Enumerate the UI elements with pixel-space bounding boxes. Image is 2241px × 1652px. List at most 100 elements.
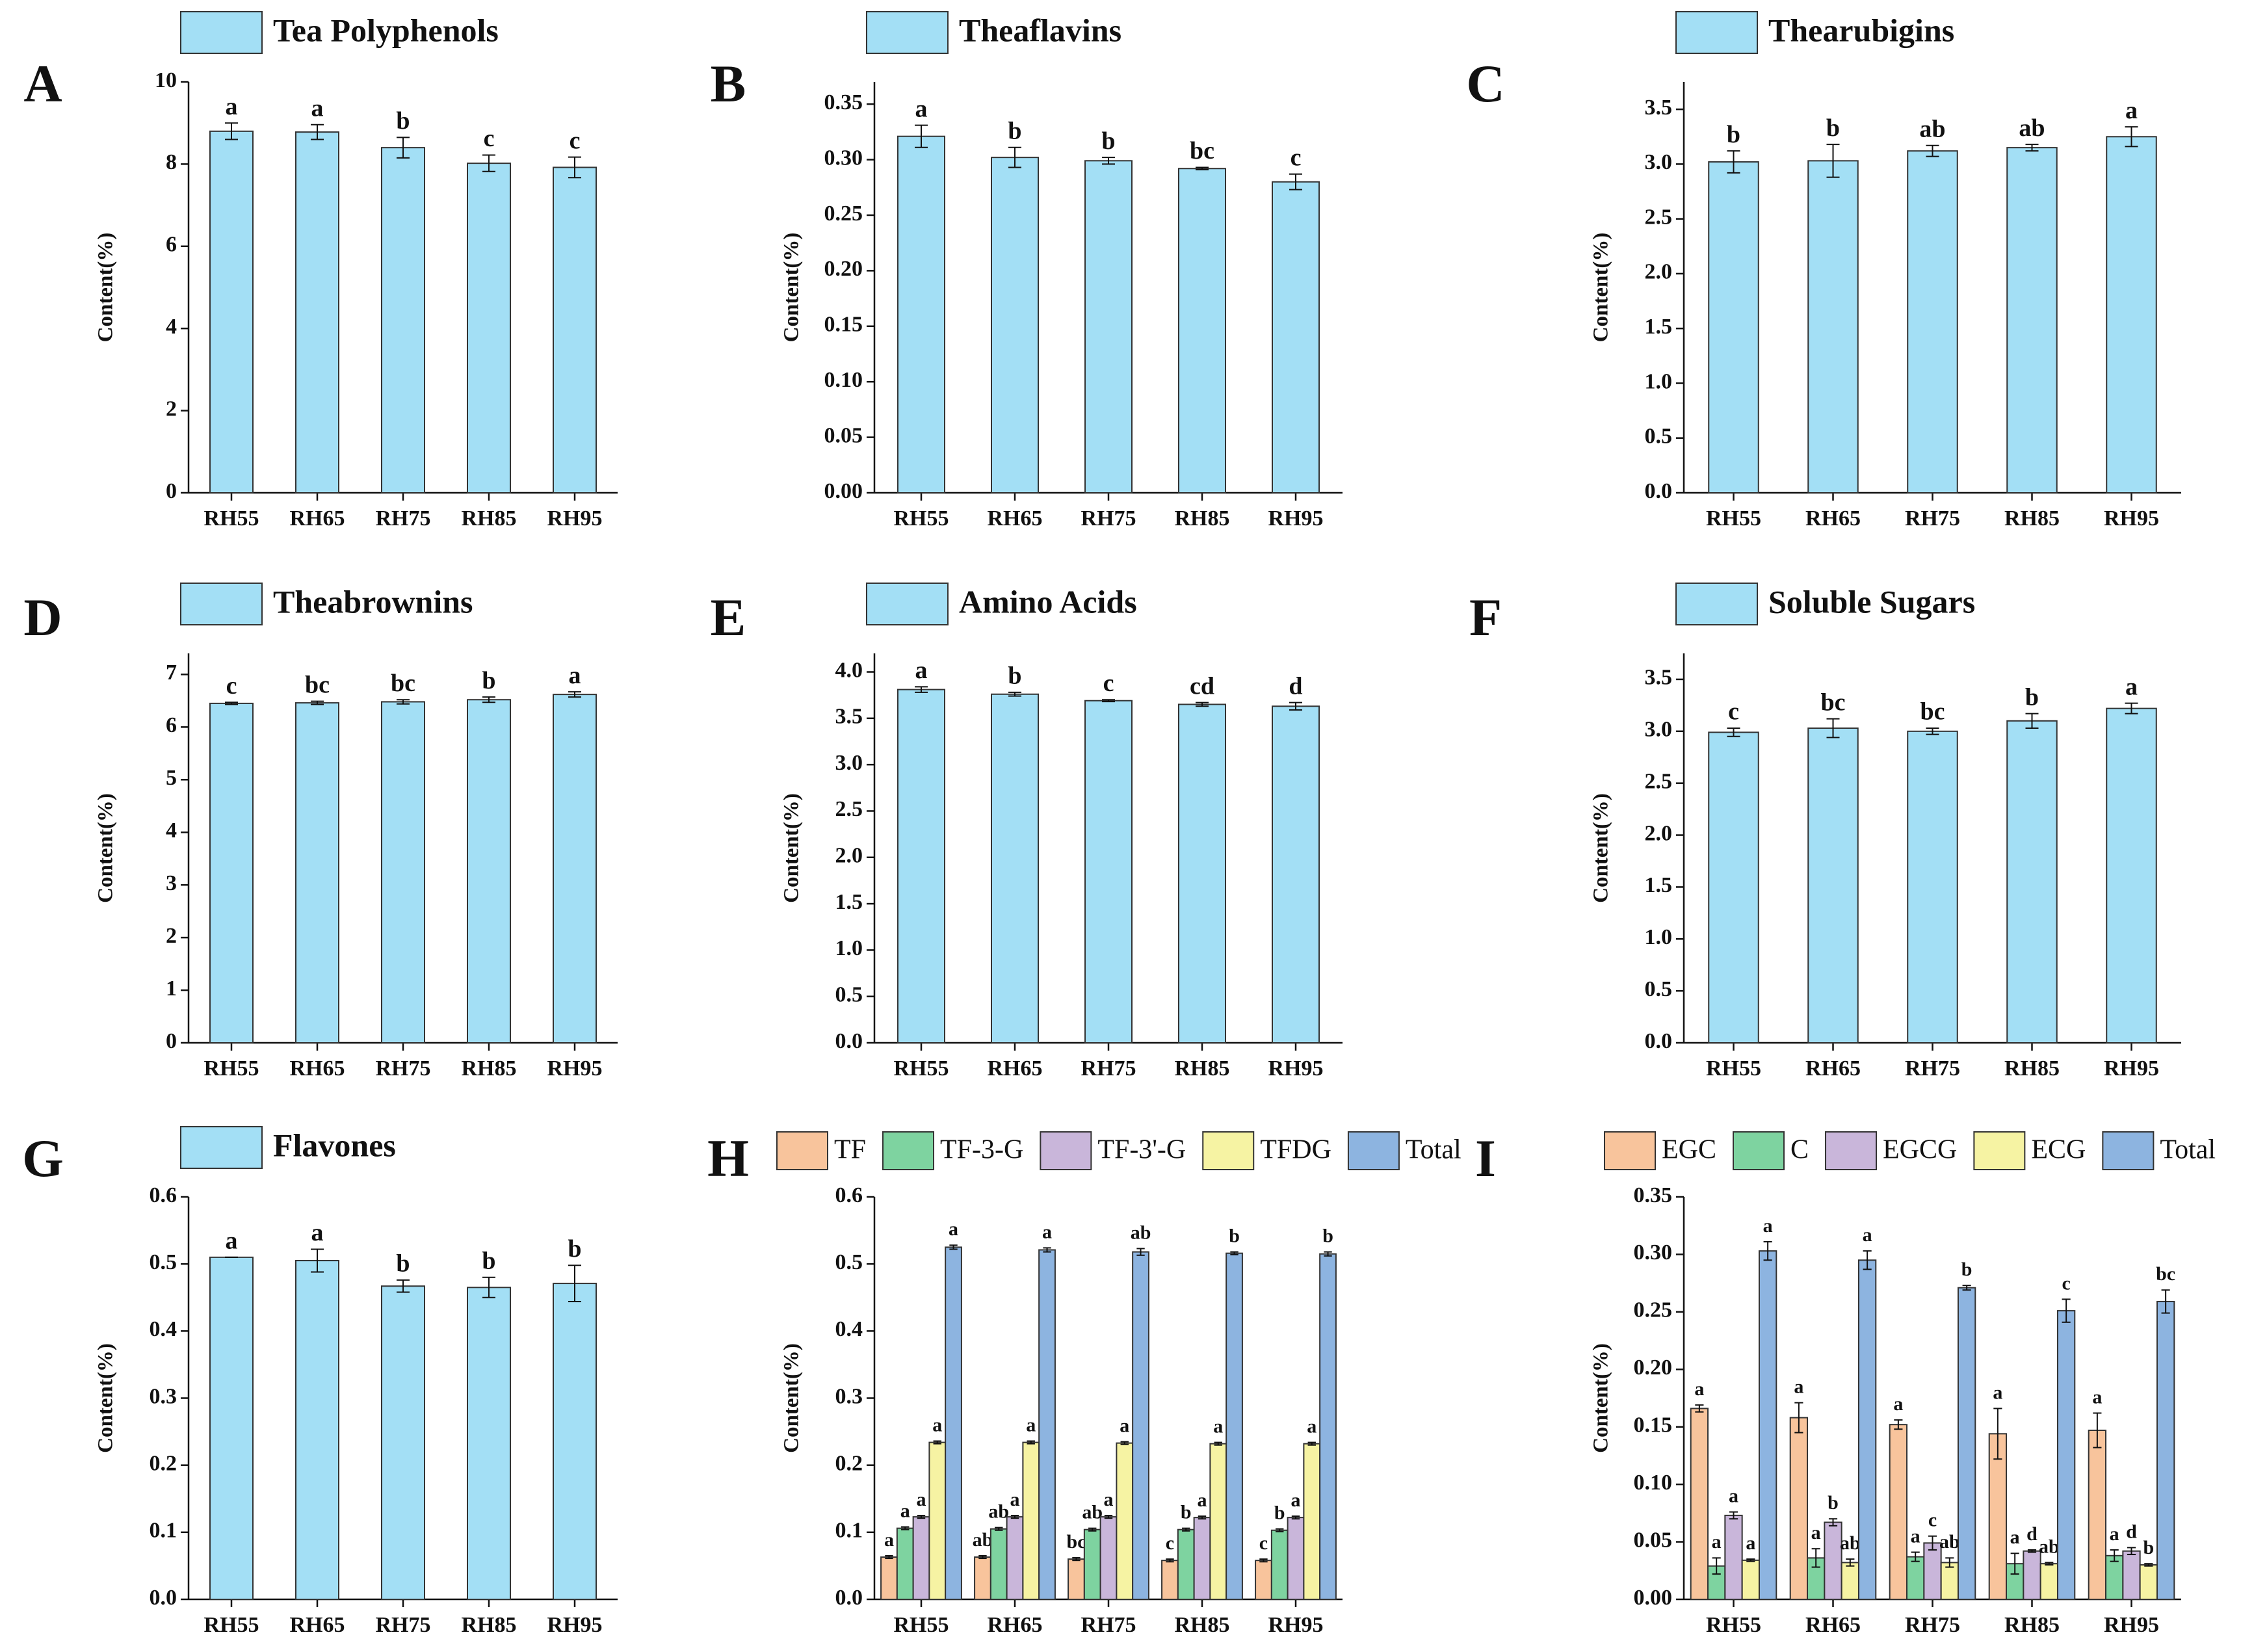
legend-label: Tea Polyphenols	[273, 12, 499, 48]
bar	[2039, 1563, 2058, 1601]
y-tick-label: 2.0	[1645, 260, 1673, 284]
x-tick-label: RH95	[2104, 506, 2159, 531]
y-tick-label: 0.0	[150, 1586, 177, 1610]
error-bar	[1010, 1515, 1019, 1519]
bar	[1084, 700, 1133, 1043]
significance-letter: b	[1181, 1502, 1192, 1523]
bar	[467, 163, 511, 494]
bar	[912, 1516, 930, 1600]
y-tick-label: 0.25	[1634, 1298, 1673, 1322]
error-bar	[482, 696, 495, 703]
y-tick-label: 0.30	[1634, 1240, 1673, 1265]
x-tick-label: RH95	[547, 1056, 603, 1081]
error-bar	[1198, 1515, 1207, 1520]
error-bar	[1230, 1251, 1238, 1255]
legend-label: EGC	[1662, 1135, 1716, 1165]
error-bar	[1746, 1558, 1755, 1562]
significance-letter: b	[396, 107, 410, 135]
y-tick-label: 1.5	[1645, 315, 1673, 339]
panel-label: E	[711, 588, 746, 647]
significance-letter: ab	[973, 1529, 993, 1551]
y-tick-label: 0.5	[1645, 425, 1673, 449]
bar	[2122, 1550, 2141, 1600]
error-bar	[2125, 126, 2138, 148]
error-bar	[933, 1440, 941, 1445]
legend-label: C	[1790, 1135, 1809, 1165]
y-tick-label: 3.5	[835, 705, 863, 729]
significance-letter: a	[311, 94, 324, 122]
significance-letter: a	[917, 1489, 926, 1510]
y-tick-label: 4	[166, 315, 177, 339]
significance-letter: a	[1893, 1393, 1903, 1415]
y-tick-label: 2.0	[1645, 821, 1673, 845]
legend-label: Amino Acids	[959, 583, 1137, 620]
significance-letter: a	[2110, 1523, 2119, 1545]
bar	[1193, 1517, 1211, 1601]
error-bar	[1695, 1404, 1704, 1413]
legend-label: TF-3'-G	[1097, 1135, 1186, 1165]
error-bar	[311, 700, 324, 705]
error-bar	[1008, 691, 1021, 697]
error-bar	[901, 1526, 910, 1530]
error-bar	[2127, 1547, 2136, 1556]
bar	[1724, 1514, 1743, 1600]
significance-letter: c	[570, 127, 581, 154]
error-bar	[1826, 718, 1840, 739]
legend-swatch	[1733, 1131, 1785, 1170]
x-tick-label: RH55	[894, 506, 949, 531]
error-bar	[2045, 1562, 2054, 1566]
bar	[209, 702, 254, 1044]
x-tick-label: RH55	[204, 506, 259, 531]
error-bar	[2025, 713, 2039, 729]
x-tick-label: RH75	[1081, 1613, 1136, 1637]
significance-letter: c	[1728, 698, 1739, 726]
significance-letter: a	[1198, 1489, 1207, 1511]
significance-letter: a	[1307, 1415, 1317, 1437]
error-bar	[1196, 701, 1209, 707]
y-tick-label: 0.0	[835, 1586, 863, 1610]
bar	[945, 1246, 962, 1600]
x-tick-label: RH95	[547, 1613, 603, 1637]
significance-letter: a	[900, 1500, 910, 1521]
significance-letter: b	[1008, 117, 1021, 144]
error-bar	[1928, 1535, 1937, 1551]
error-bar	[2110, 1549, 2119, 1562]
y-tick-label: 0.0	[835, 1029, 863, 1053]
y-tick-label: 0.6	[150, 1183, 177, 1207]
y-tick-label: 0.00	[1634, 1586, 1673, 1610]
y-tick-label: 6	[166, 713, 177, 737]
significance-letter: a	[1811, 1522, 1821, 1543]
significance-letter: c	[226, 672, 237, 700]
legend-swatch	[180, 583, 263, 625]
y-tick-label: 7	[166, 661, 177, 685]
bar	[1272, 705, 1320, 1043]
y-tick-label: 1.0	[835, 936, 863, 960]
y-axis-label: Content(%)	[1590, 793, 1613, 903]
y-tick-label: 5	[166, 766, 177, 790]
y-tick-label: 0.2	[835, 1451, 863, 1475]
significance-letter: a	[1694, 1378, 1704, 1400]
x-tick-label: RH95	[1268, 1056, 1324, 1081]
legend-swatch	[1202, 1131, 1255, 1170]
significance-letter: b	[482, 667, 495, 694]
bar	[1789, 1417, 1809, 1600]
y-tick-label: 0.3	[835, 1384, 863, 1408]
significance-letter: bc	[2156, 1263, 2175, 1285]
y-tick-label: 0.1	[150, 1519, 177, 1543]
significance-letter: c	[1291, 144, 1302, 171]
x-tick-label: RH65	[988, 1613, 1043, 1637]
x-tick-label: RH55	[204, 1056, 259, 1081]
y-tick-label: 0.35	[824, 90, 863, 114]
significance-letter: a	[311, 1219, 324, 1246]
panel-label: A	[23, 54, 62, 113]
y-tick-label: 0.4	[150, 1317, 177, 1341]
bar	[1889, 1424, 1908, 1601]
error-bar	[1962, 1285, 1971, 1291]
panel-label: G	[22, 1129, 64, 1188]
y-tick-label: 3.5	[1645, 666, 1673, 690]
error-bar	[225, 122, 238, 140]
bar	[928, 1441, 947, 1601]
bar	[2006, 147, 2058, 493]
bar	[1209, 1443, 1227, 1600]
x-tick-label: RH65	[290, 1613, 345, 1637]
